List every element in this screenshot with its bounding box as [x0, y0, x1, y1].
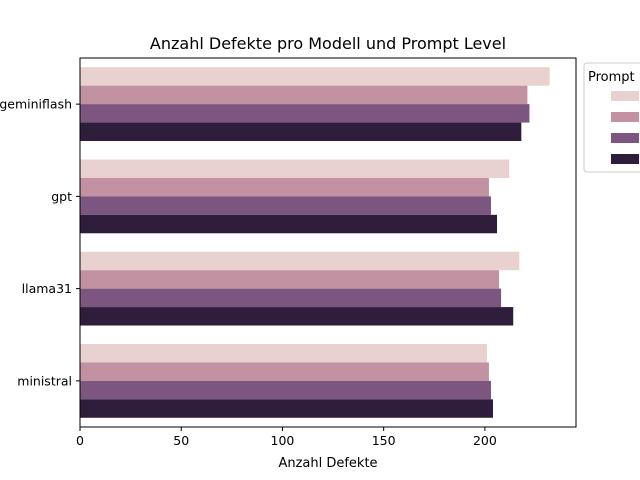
legend: Prompt: [583, 62, 640, 173]
y-tick-label-llama31: llama31: [22, 281, 72, 296]
bar-llama31-series-1: [80, 251, 520, 271]
legend-swatch-series-2: [611, 112, 639, 122]
bars-group: [80, 67, 550, 418]
y-tick-label-gpt: gpt: [51, 189, 72, 204]
bar-geminiflash-series-1: [80, 67, 550, 86]
plot-frame: [79, 57, 577, 428]
chart-title: Anzahl Defekte pro Modell und Prompt Lev…: [150, 34, 506, 53]
legend-items: [611, 91, 639, 164]
legend-title: Prompt: [588, 70, 635, 85]
legend-swatch-series-3: [611, 133, 639, 143]
legend-swatch-series-4: [611, 154, 639, 164]
bar-ministral-series-3: [80, 380, 491, 400]
x-tick-label: 200: [473, 433, 497, 448]
bar-geminiflash-series-2: [80, 85, 528, 105]
bar-llama31-series-2: [80, 270, 500, 289]
bar-gpt-series-3: [80, 196, 491, 215]
bar-llama31-series-3: [80, 288, 502, 308]
legend-swatch-series-1: [611, 91, 639, 101]
bar-gpt-series-4: [80, 214, 498, 234]
x-tick-label: 100: [271, 433, 295, 448]
x-tick-label: 150: [372, 433, 396, 448]
bar-ministral-series-1: [80, 343, 487, 363]
bar-geminiflash-series-4: [80, 122, 522, 142]
y-tick-label-ministral: ministral: [17, 373, 72, 388]
bar-llama31-series-4: [80, 307, 514, 326]
bar-geminiflash-series-3: [80, 104, 530, 123]
x-tick-label: 50: [173, 433, 189, 448]
x-axis-label: Anzahl Defekte: [278, 456, 377, 471]
bar-ministral-series-2: [80, 362, 489, 381]
bar-gpt-series-1: [80, 159, 510, 178]
axes-group: 0 50 100 150 200 geminiflash gpt llama31 ministr…: [0, 57, 577, 448]
bar-gpt-series-2: [80, 177, 489, 197]
bar-ministral-series-4: [80, 399, 493, 418]
x-tick-label: 0: [76, 433, 84, 448]
y-tick-label-geminiflash: geminiflash: [0, 97, 72, 112]
